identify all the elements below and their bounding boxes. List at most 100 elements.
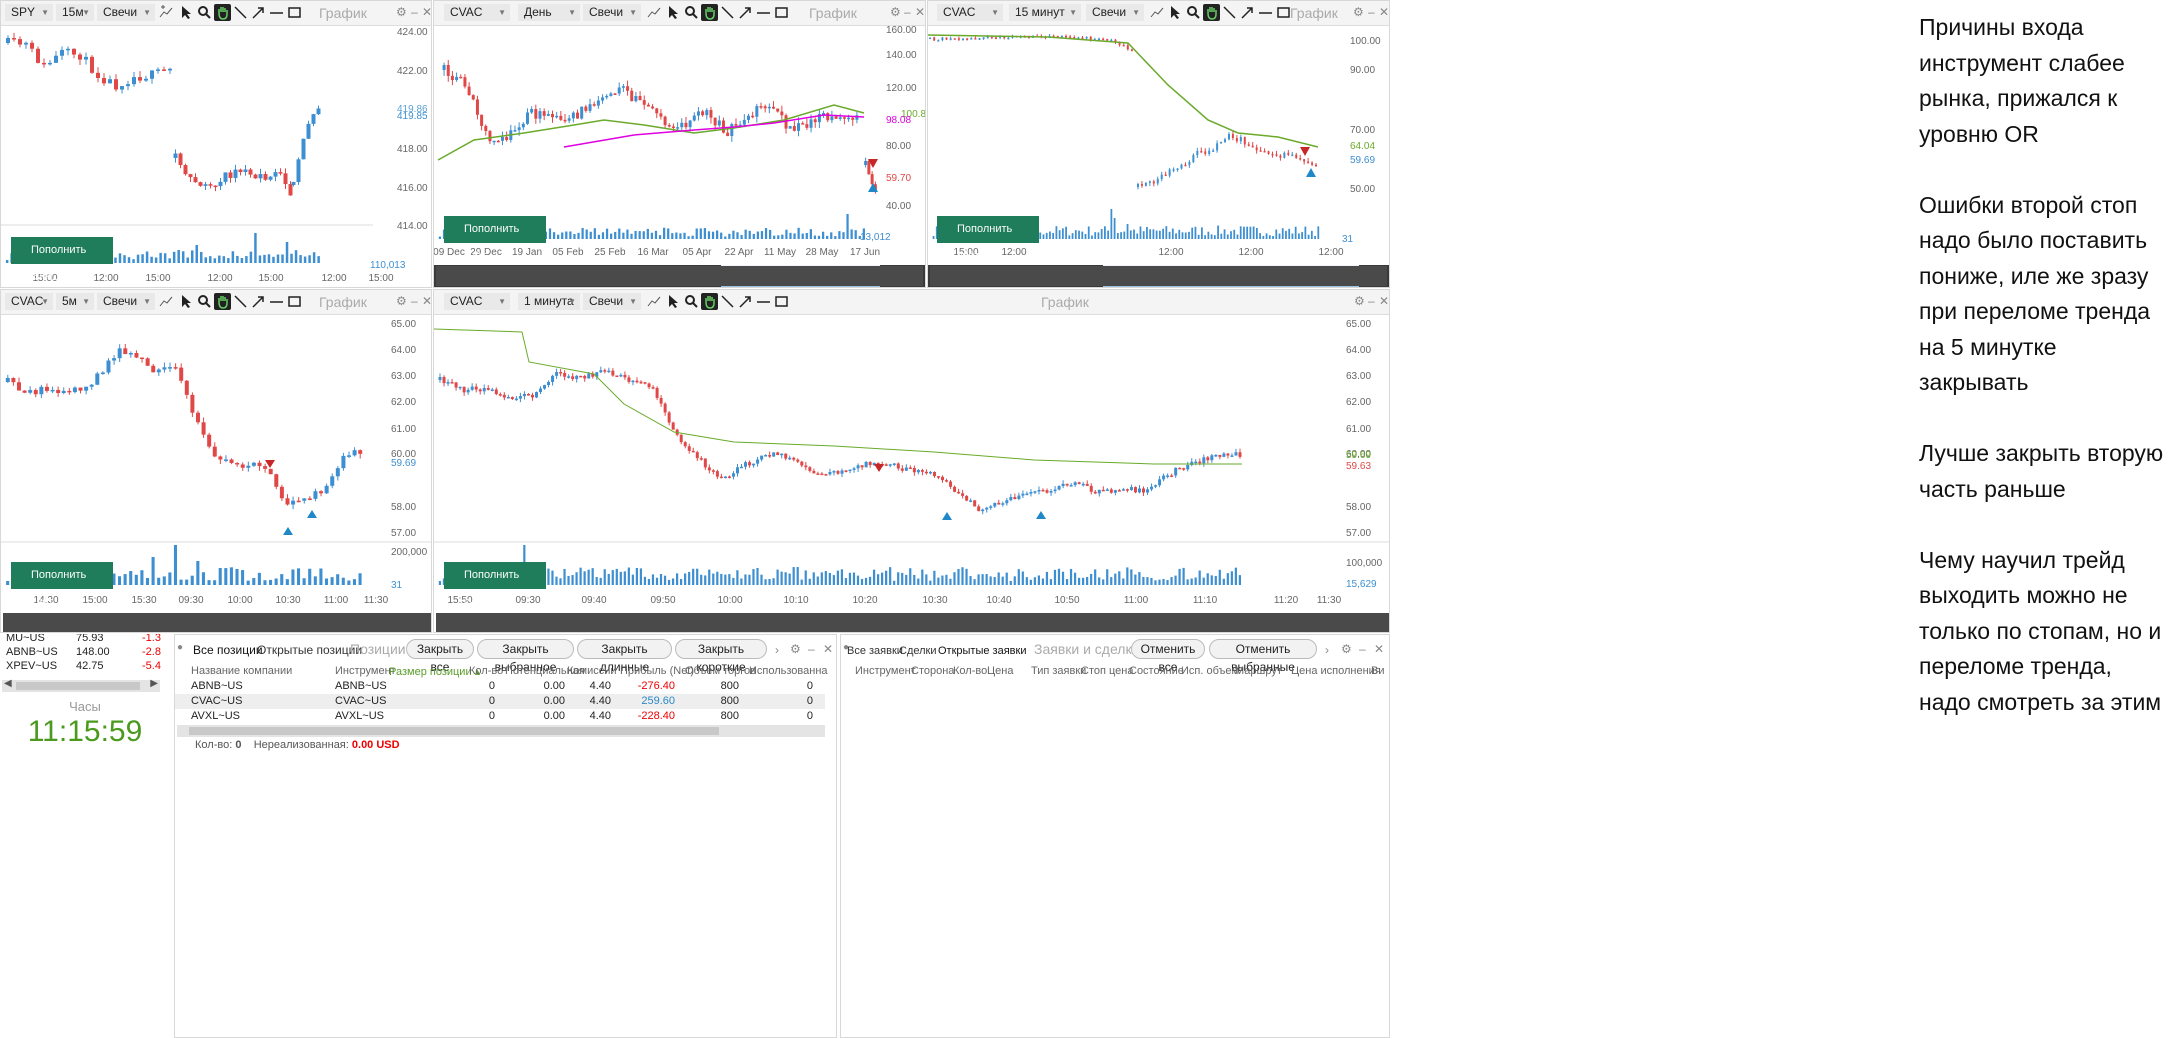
interval-select[interactable]: День ▼	[518, 4, 580, 21]
zoom-icon[interactable]	[1185, 4, 1202, 21]
rect-tool-icon[interactable]	[1275, 4, 1292, 21]
watchlist-row[interactable]: ABNB~US 148.00 -2.8	[6, 646, 166, 660]
settings-icon[interactable]: ⚙	[790, 642, 801, 656]
arrow-tool-icon[interactable]	[250, 293, 267, 310]
column-header[interactable]: Ви	[1371, 665, 1385, 677]
zoom-icon[interactable]	[683, 4, 700, 21]
tab-deals[interactable]: Сделки	[899, 645, 937, 657]
settings-icon[interactable]: ⚙	[396, 5, 407, 19]
column-header[interactable]: Цена	[987, 665, 1014, 677]
symbol-select[interactable]: CVAC ▼	[937, 4, 1003, 21]
navigator-bar[interactable]	[930, 266, 1387, 286]
close-selected-button[interactable]: Закрыть выбранное	[477, 639, 574, 674]
rect-tool-icon[interactable]	[286, 293, 303, 310]
indicators-icon[interactable]	[158, 4, 175, 21]
column-header[interactable]: Сторона	[911, 665, 955, 677]
close-icon[interactable]: ✕	[1374, 642, 1385, 656]
line-tool-icon[interactable]	[719, 4, 736, 21]
column-header[interactable]: Прибыль (Net)	[620, 665, 695, 677]
topup-button[interactable]: Пополнить счёт...	[444, 216, 546, 262]
hline-tool-icon[interactable]	[755, 4, 772, 21]
hand-icon[interactable]	[1203, 4, 1220, 21]
settings-icon[interactable]: ⚙	[1353, 5, 1364, 19]
column-header[interactable]: Размер позиции ▴	[389, 666, 481, 678]
indicators-icon[interactable]	[158, 293, 175, 310]
column-header[interactable]: Исп. объем	[1181, 665, 1240, 677]
line-tool-icon[interactable]	[232, 4, 249, 21]
column-header[interactable]: Инструмент	[335, 665, 396, 677]
minimize-icon[interactable]: –	[1368, 294, 1375, 308]
hand-icon[interactable]	[701, 293, 718, 310]
rect-tool-icon[interactable]	[286, 4, 303, 21]
chart-type-select[interactable]: Свечи ▼	[1086, 4, 1144, 21]
minimize-icon[interactable]: –	[904, 5, 911, 19]
close-icon[interactable]: ✕	[422, 294, 432, 308]
settings-icon[interactable]: ⚙	[396, 294, 407, 308]
minimize-icon[interactable]: –	[411, 294, 418, 308]
chevron-right-icon[interactable]: ›	[1325, 643, 1329, 657]
indicators-icon[interactable]	[1149, 4, 1166, 21]
settings-icon[interactable]: ⚙	[1354, 294, 1365, 308]
column-header[interactable]: Маршрут	[1235, 665, 1282, 677]
indicators-icon[interactable]	[646, 293, 663, 310]
cancel-selected-button[interactable]: Отменить выбранные	[1209, 639, 1317, 674]
column-header[interactable]: Цена исполнения	[1291, 665, 1381, 677]
minimize-icon[interactable]: –	[1359, 642, 1366, 656]
settings-icon[interactable]: ⚙	[1341, 642, 1352, 656]
chart-type-select[interactable]: Свечи ▼	[583, 293, 641, 310]
symbol-select[interactable]: CVAC ▼	[5, 293, 53, 310]
hline-tool-icon[interactable]	[755, 293, 772, 310]
watchlist-row[interactable]: XPEV~US 42.75 -5.4	[6, 660, 166, 674]
rect-tool-icon[interactable]	[773, 4, 790, 21]
settings-icon[interactable]: ⚙	[890, 5, 901, 19]
tab-open-positions[interactable]: Открытые позиции	[257, 643, 363, 657]
minimize-icon[interactable]: –	[411, 5, 418, 19]
tab-open-orders[interactable]: Открытые заявки	[938, 645, 1027, 657]
cursor-icon[interactable]	[665, 4, 682, 21]
column-header[interactable]: Тип заявки	[1031, 665, 1087, 677]
price-chart[interactable]: 65.00 64.00 63.00 62.00 61.00 60.00 59.6…	[1, 314, 432, 633]
hand-icon[interactable]	[701, 4, 718, 21]
hline-tool-icon[interactable]	[1257, 4, 1274, 21]
zoom-icon[interactable]	[196, 4, 213, 21]
close-long-button[interactable]: Закрыть длинные	[577, 639, 672, 674]
price-chart[interactable]: 160.00 140.00 120.00 100.81 98.08 80.00 …	[434, 25, 926, 288]
cursor-icon[interactable]	[1167, 4, 1184, 21]
price-chart[interactable]: 65.00 64.00 63.00 62.00 61.00 60.00 59.6…	[434, 314, 1390, 633]
column-header[interactable]: Использованна	[749, 665, 828, 677]
cursor-icon[interactable]	[665, 293, 682, 310]
close-icon[interactable]: ✕	[823, 642, 834, 656]
zoom-icon[interactable]	[196, 293, 213, 310]
close-icon[interactable]: ✕	[422, 5, 432, 19]
navigator-bar[interactable]	[3, 613, 431, 632]
tab-all-positions[interactable]: Все позиции	[193, 643, 263, 657]
positions-link-icon[interactable]: ●	[177, 642, 184, 653]
topup-button[interactable]: Пополнить счёт...	[444, 562, 546, 608]
orders-link-icon[interactable]: ●	[843, 642, 850, 653]
column-header[interactable]: Инструмент	[855, 665, 916, 677]
close-all-button[interactable]: Закрыть все	[406, 639, 474, 674]
table-row[interactable]: ABNB~US ABNB~US 0 0.00 4.40 -276.40 800 0	[175, 679, 825, 694]
hline-tool-icon[interactable]	[268, 293, 285, 310]
topup-button[interactable]: Пополнить счёт...	[11, 237, 113, 283]
arrow-tool-icon[interactable]	[1239, 4, 1256, 21]
close-icon[interactable]: ✕	[915, 5, 926, 19]
hline-tool-icon[interactable]	[268, 4, 285, 21]
symbol-select[interactable]: CVAC ▼	[444, 293, 510, 310]
column-header[interactable]: Кол-во	[953, 665, 988, 677]
navigator-bar[interactable]	[436, 266, 923, 286]
column-header[interactable]: Потенциальная	[505, 665, 585, 677]
column-header[interactable]: Комиссии	[567, 665, 617, 677]
chart-type-select[interactable]: Свечи ▼	[97, 293, 155, 310]
positions-hscroll[interactable]	[177, 725, 825, 737]
chart-type-select[interactable]: Свечи ▼	[583, 4, 641, 21]
topup-button[interactable]: Пополнить счёт...	[11, 562, 113, 608]
hand-icon[interactable]	[214, 4, 231, 21]
indicators-icon[interactable]	[646, 4, 663, 21]
cursor-icon[interactable]	[178, 293, 195, 310]
column-header[interactable]: Стоп цена	[1081, 665, 1134, 677]
symbol-select[interactable]: SPY ▼	[5, 4, 53, 21]
watchlist-row[interactable]: MU~US 75.93 -1.3	[6, 634, 166, 646]
minimize-icon[interactable]: –	[808, 642, 815, 656]
symbol-select[interactable]: CVAC ▼	[444, 4, 510, 21]
